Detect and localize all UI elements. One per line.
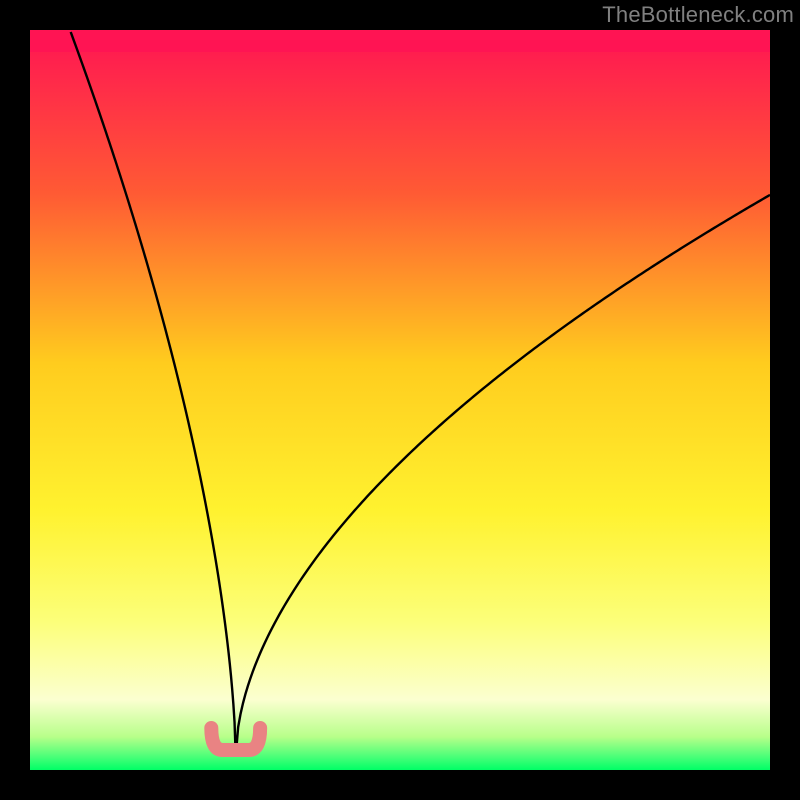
- stage: TheBottleneck.com: [0, 0, 800, 800]
- watermark-text: TheBottleneck.com: [602, 2, 794, 28]
- plot-background-gradient: [30, 30, 770, 770]
- plot-top-band: [30, 30, 770, 52]
- bottleneck-chart: [0, 0, 800, 800]
